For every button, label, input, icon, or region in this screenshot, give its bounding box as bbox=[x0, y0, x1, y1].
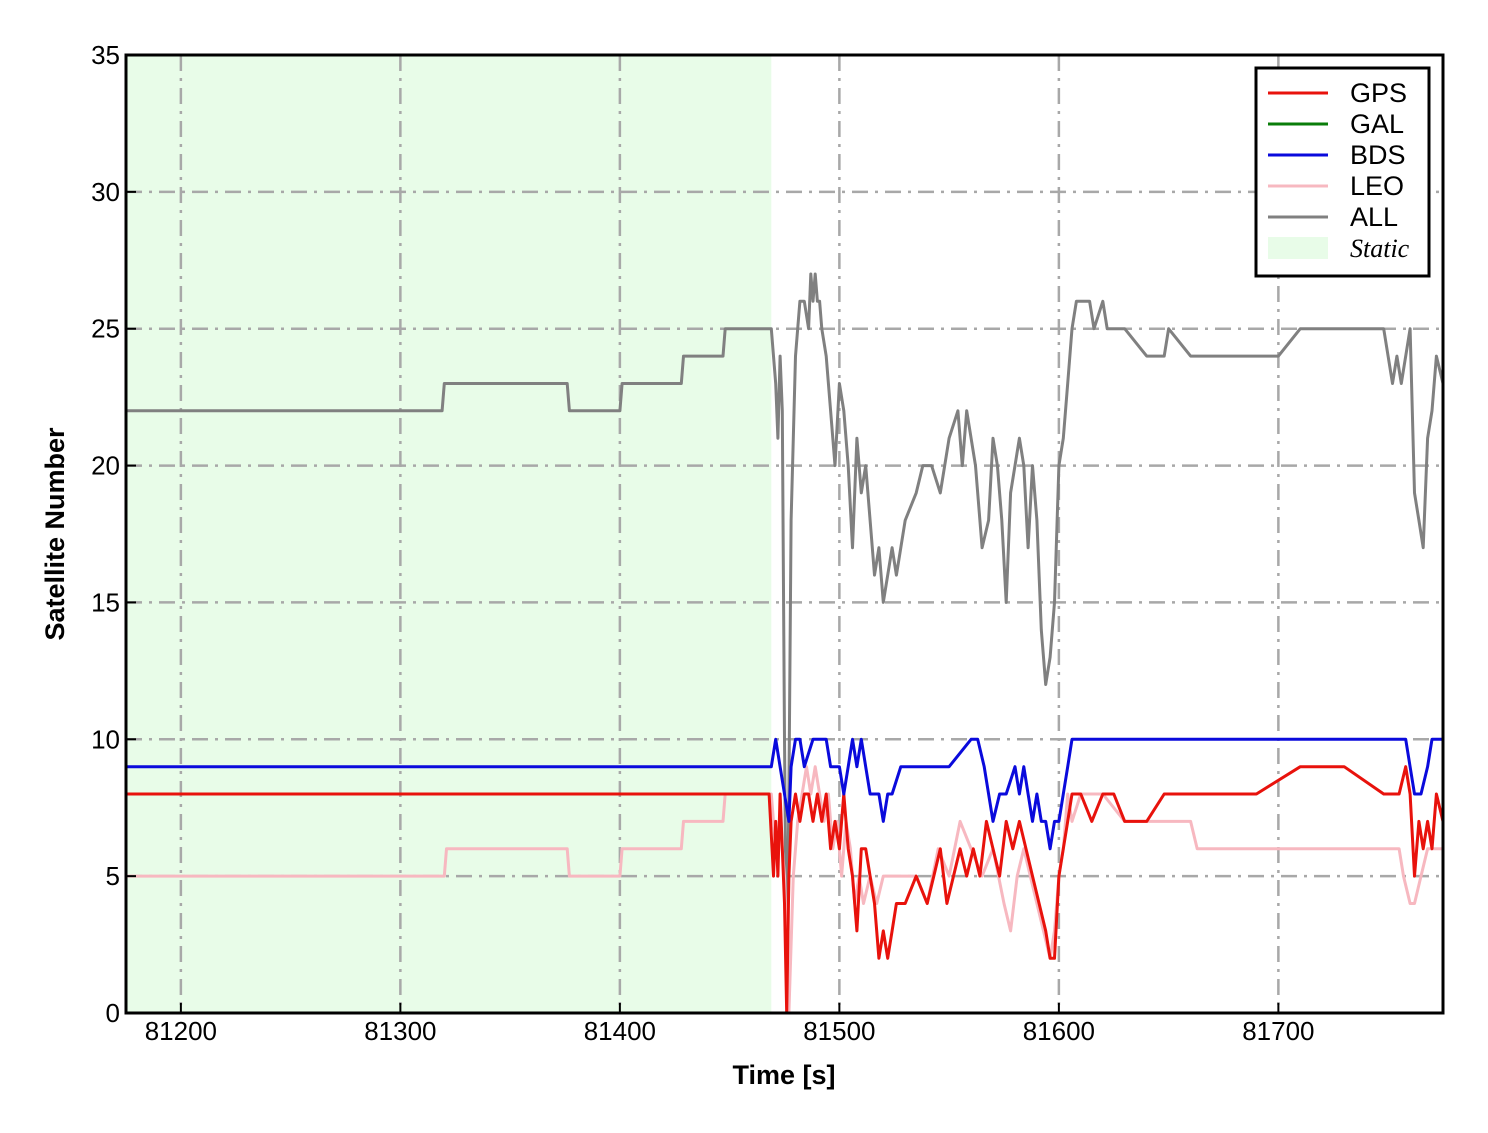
x-tick-label: 81700 bbox=[1242, 1016, 1314, 1046]
x-tick-label: 81300 bbox=[364, 1016, 436, 1046]
x-axis-label: Time [s] bbox=[732, 1060, 835, 1090]
legend-label-all: ALL bbox=[1350, 202, 1398, 232]
legend-label-leo: LEO bbox=[1350, 171, 1404, 201]
series-line-gps bbox=[124, 765, 1445, 1015]
plot-frame bbox=[124, 53, 1445, 1015]
y-axis-label: Satellite Number bbox=[40, 427, 70, 641]
y-tick-label: 5 bbox=[106, 861, 120, 891]
y-tick-label: 35 bbox=[91, 40, 120, 70]
y-tick-label: 20 bbox=[91, 451, 120, 481]
x-tick-label: 81600 bbox=[1023, 1016, 1095, 1046]
y-tick-label: 0 bbox=[106, 998, 120, 1028]
legend-label-gps: GPS bbox=[1350, 78, 1407, 108]
series-line-bds bbox=[124, 737, 1445, 851]
legend-patch-static bbox=[1268, 237, 1328, 259]
x-tick-label: 81200 bbox=[145, 1016, 217, 1046]
x-tick-label: 81400 bbox=[584, 1016, 656, 1046]
static-region bbox=[126, 55, 772, 1013]
legend-label-gal: GAL bbox=[1350, 109, 1404, 139]
x-tick-label: 81500 bbox=[803, 1016, 875, 1046]
ticks-layer: 81200 81300 81400 81500 81600 81700 0 5 10 15 20 25… bbox=[91, 40, 1314, 1046]
legend-label-static: Static bbox=[1350, 234, 1410, 263]
legend-frame bbox=[1254, 66, 1431, 278]
static-region-layer bbox=[126, 55, 772, 1013]
y-tick-label: 10 bbox=[91, 724, 120, 754]
y-tick-label: 15 bbox=[91, 587, 120, 617]
series-line-all bbox=[124, 272, 1445, 988]
y-tick-label: 30 bbox=[91, 177, 120, 207]
y-tick-label: 25 bbox=[91, 314, 120, 344]
legend-label-bds: BDS bbox=[1350, 140, 1406, 170]
